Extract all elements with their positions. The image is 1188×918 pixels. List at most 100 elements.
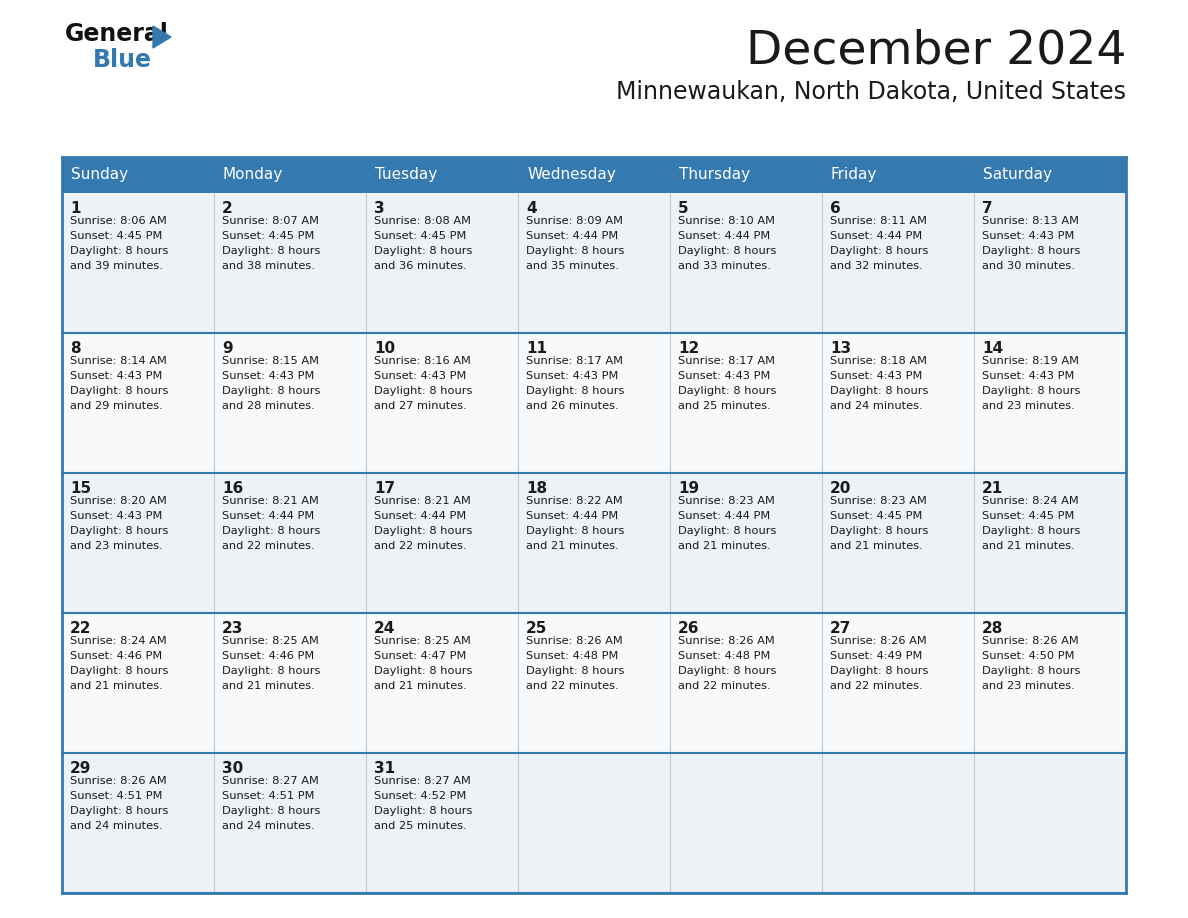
Bar bbox=[822, 157, 974, 193]
Bar bbox=[214, 333, 366, 473]
Text: and 23 minutes.: and 23 minutes. bbox=[982, 401, 1075, 411]
Text: Tuesday: Tuesday bbox=[375, 167, 437, 183]
Text: Saturday: Saturday bbox=[982, 167, 1053, 183]
Text: 9: 9 bbox=[222, 341, 233, 356]
Text: Sunset: 4:43 PM: Sunset: 4:43 PM bbox=[70, 371, 163, 381]
Bar bbox=[670, 613, 822, 753]
Bar bbox=[670, 473, 822, 613]
Text: Sunset: 4:45 PM: Sunset: 4:45 PM bbox=[830, 511, 922, 521]
Text: Daylight: 8 hours: Daylight: 8 hours bbox=[222, 526, 321, 536]
Text: 5: 5 bbox=[678, 201, 689, 216]
Text: and 22 minutes.: and 22 minutes. bbox=[526, 681, 619, 691]
Text: and 23 minutes.: and 23 minutes. bbox=[982, 681, 1075, 691]
Text: Sunrise: 8:26 AM: Sunrise: 8:26 AM bbox=[830, 636, 927, 646]
Bar bbox=[214, 193, 366, 333]
Text: 16: 16 bbox=[222, 481, 244, 496]
Bar bbox=[366, 157, 518, 193]
Text: Sunset: 4:45 PM: Sunset: 4:45 PM bbox=[982, 511, 1074, 521]
Bar bbox=[518, 333, 670, 473]
Text: 31: 31 bbox=[374, 761, 396, 776]
Text: Daylight: 8 hours: Daylight: 8 hours bbox=[222, 386, 321, 396]
Text: Sunrise: 8:23 AM: Sunrise: 8:23 AM bbox=[678, 496, 775, 506]
Text: Sunset: 4:43 PM: Sunset: 4:43 PM bbox=[222, 371, 315, 381]
Text: Sunday: Sunday bbox=[71, 167, 128, 183]
Text: Sunset: 4:45 PM: Sunset: 4:45 PM bbox=[374, 231, 467, 241]
Bar bbox=[62, 333, 214, 473]
Text: 23: 23 bbox=[222, 621, 244, 636]
Bar bbox=[822, 193, 974, 333]
Bar bbox=[670, 193, 822, 333]
Text: Sunset: 4:43 PM: Sunset: 4:43 PM bbox=[982, 231, 1074, 241]
Text: 10: 10 bbox=[374, 341, 396, 356]
Text: Sunrise: 8:22 AM: Sunrise: 8:22 AM bbox=[526, 496, 623, 506]
Text: Sunrise: 8:21 AM: Sunrise: 8:21 AM bbox=[222, 496, 318, 506]
Text: and 25 minutes.: and 25 minutes. bbox=[374, 821, 467, 831]
Text: Sunset: 4:47 PM: Sunset: 4:47 PM bbox=[374, 651, 467, 661]
Text: and 24 minutes.: and 24 minutes. bbox=[70, 821, 163, 831]
Text: Daylight: 8 hours: Daylight: 8 hours bbox=[374, 386, 473, 396]
Text: and 21 minutes.: and 21 minutes. bbox=[982, 541, 1075, 551]
Bar bbox=[974, 473, 1126, 613]
Text: Daylight: 8 hours: Daylight: 8 hours bbox=[678, 386, 777, 396]
Text: Sunrise: 8:17 AM: Sunrise: 8:17 AM bbox=[678, 356, 775, 366]
Text: 25: 25 bbox=[526, 621, 548, 636]
Text: Sunset: 4:45 PM: Sunset: 4:45 PM bbox=[70, 231, 163, 241]
Text: Sunset: 4:48 PM: Sunset: 4:48 PM bbox=[678, 651, 770, 661]
Text: Daylight: 8 hours: Daylight: 8 hours bbox=[830, 526, 928, 536]
Text: and 38 minutes.: and 38 minutes. bbox=[222, 261, 315, 271]
Text: Sunrise: 8:26 AM: Sunrise: 8:26 AM bbox=[678, 636, 775, 646]
Text: 18: 18 bbox=[526, 481, 548, 496]
Text: Sunset: 4:44 PM: Sunset: 4:44 PM bbox=[222, 511, 315, 521]
Text: and 21 minutes.: and 21 minutes. bbox=[222, 681, 315, 691]
Text: Daylight: 8 hours: Daylight: 8 hours bbox=[830, 386, 928, 396]
Text: Sunset: 4:44 PM: Sunset: 4:44 PM bbox=[526, 231, 618, 241]
Text: Sunrise: 8:18 AM: Sunrise: 8:18 AM bbox=[830, 356, 927, 366]
Text: and 36 minutes.: and 36 minutes. bbox=[374, 261, 467, 271]
Text: Sunrise: 8:26 AM: Sunrise: 8:26 AM bbox=[982, 636, 1079, 646]
Text: and 21 minutes.: and 21 minutes. bbox=[70, 681, 163, 691]
Text: 21: 21 bbox=[982, 481, 1003, 496]
Text: Sunrise: 8:20 AM: Sunrise: 8:20 AM bbox=[70, 496, 166, 506]
Text: Daylight: 8 hours: Daylight: 8 hours bbox=[982, 386, 1080, 396]
Text: and 25 minutes.: and 25 minutes. bbox=[678, 401, 771, 411]
Text: December 2024: December 2024 bbox=[746, 28, 1126, 73]
Text: Sunrise: 8:21 AM: Sunrise: 8:21 AM bbox=[374, 496, 470, 506]
Text: Sunset: 4:46 PM: Sunset: 4:46 PM bbox=[70, 651, 163, 661]
Bar bbox=[974, 157, 1126, 193]
Text: and 24 minutes.: and 24 minutes. bbox=[222, 821, 315, 831]
Text: Sunrise: 8:19 AM: Sunrise: 8:19 AM bbox=[982, 356, 1079, 366]
Text: Sunrise: 8:11 AM: Sunrise: 8:11 AM bbox=[830, 216, 927, 226]
Text: 27: 27 bbox=[830, 621, 852, 636]
Bar bbox=[518, 613, 670, 753]
Text: Sunset: 4:43 PM: Sunset: 4:43 PM bbox=[526, 371, 619, 381]
Text: Daylight: 8 hours: Daylight: 8 hours bbox=[374, 806, 473, 816]
Text: and 22 minutes.: and 22 minutes. bbox=[830, 681, 923, 691]
Text: Sunset: 4:44 PM: Sunset: 4:44 PM bbox=[526, 511, 618, 521]
Text: 13: 13 bbox=[830, 341, 851, 356]
Text: 24: 24 bbox=[374, 621, 396, 636]
Text: Daylight: 8 hours: Daylight: 8 hours bbox=[374, 666, 473, 676]
Text: 22: 22 bbox=[70, 621, 91, 636]
Text: General: General bbox=[65, 22, 169, 46]
Bar bbox=[62, 613, 214, 753]
Text: Daylight: 8 hours: Daylight: 8 hours bbox=[830, 666, 928, 676]
Bar bbox=[366, 613, 518, 753]
Text: Daylight: 8 hours: Daylight: 8 hours bbox=[678, 666, 777, 676]
Text: 19: 19 bbox=[678, 481, 699, 496]
Text: 30: 30 bbox=[222, 761, 244, 776]
Bar bbox=[366, 193, 518, 333]
Text: and 23 minutes.: and 23 minutes. bbox=[70, 541, 163, 551]
Text: Daylight: 8 hours: Daylight: 8 hours bbox=[222, 806, 321, 816]
Text: Sunset: 4:44 PM: Sunset: 4:44 PM bbox=[678, 511, 770, 521]
Text: Daylight: 8 hours: Daylight: 8 hours bbox=[70, 526, 169, 536]
Text: and 21 minutes.: and 21 minutes. bbox=[374, 681, 467, 691]
Text: Sunrise: 8:16 AM: Sunrise: 8:16 AM bbox=[374, 356, 470, 366]
Text: and 29 minutes.: and 29 minutes. bbox=[70, 401, 163, 411]
Bar bbox=[62, 473, 214, 613]
Text: Sunrise: 8:27 AM: Sunrise: 8:27 AM bbox=[374, 776, 470, 786]
Text: Daylight: 8 hours: Daylight: 8 hours bbox=[982, 246, 1080, 256]
Text: and 22 minutes.: and 22 minutes. bbox=[678, 681, 771, 691]
Bar bbox=[822, 333, 974, 473]
Bar bbox=[518, 473, 670, 613]
Text: and 22 minutes.: and 22 minutes. bbox=[222, 541, 315, 551]
